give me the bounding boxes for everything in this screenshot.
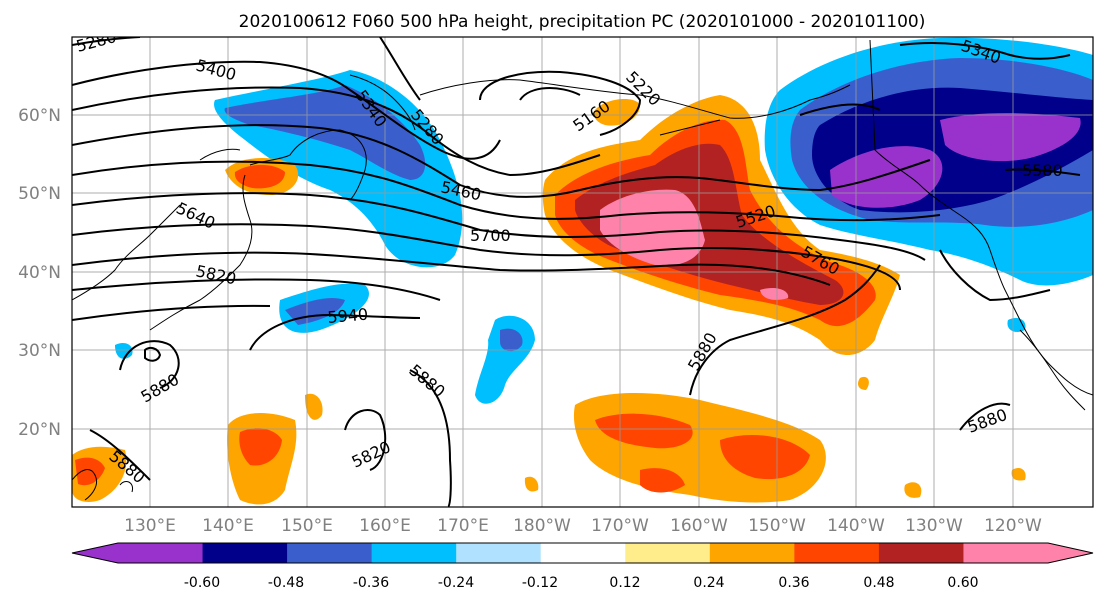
colorbar-tick-label: -0.48 — [268, 575, 304, 591]
colorbar-extend-max — [1048, 543, 1093, 563]
colorbar-tick-label: -0.12 — [522, 575, 558, 591]
height-contours — [72, 37, 1081, 507]
colorbar-tick-label: -0.24 — [438, 575, 474, 591]
lon-label: 160°W — [670, 516, 728, 536]
lon-label: 150°E — [281, 516, 333, 536]
colorbar — [71, 542, 1094, 564]
colorbar-segment — [794, 543, 880, 563]
colorbar-tick-label: 0.12 — [609, 575, 640, 591]
lon-label: 130°W — [905, 516, 963, 536]
precip-negative-northeast-pacific — [764, 37, 1093, 332]
colorbar-tick-label: 0.36 — [778, 575, 809, 591]
lat-label: 20°N — [18, 420, 61, 440]
colorbar-outline — [71, 542, 1094, 564]
precip-positive-south — [72, 393, 1026, 505]
lon-label: 170°W — [591, 516, 649, 536]
colorbar-segment — [878, 543, 964, 563]
colorbar-segment — [709, 543, 795, 563]
colorbar-segment — [371, 543, 457, 563]
colorbar-tick-label: 0.48 — [863, 575, 894, 591]
contour-label: 5940 — [327, 305, 369, 327]
contour-label: 5580 — [1022, 161, 1063, 180]
colorbar-segment — [118, 543, 204, 563]
lon-label: 160°E — [359, 516, 411, 536]
lon-label: 170°E — [437, 516, 489, 536]
lon-label: 180°W — [513, 516, 571, 536]
lon-label: 150°W — [748, 516, 806, 536]
colorbar-segment — [540, 543, 626, 563]
contour-label: 5700 — [470, 226, 511, 245]
map-panel: 5280 5400 5340 5280 5160 5220 5340 5580 … — [71, 36, 1094, 508]
colorbar-tick-label: -0.36 — [353, 575, 389, 591]
colorbar-tick-label: 0.60 — [947, 575, 978, 591]
map-title: 2020100612 F060 500 hPa height, precipit… — [239, 12, 926, 32]
lon-label: 140°W — [827, 516, 885, 536]
lon-label: 130°E — [124, 516, 176, 536]
longitude-labels: 130°E 140°E 150°E 160°E 170°E 180°W 170°… — [124, 516, 1042, 536]
graticule — [72, 37, 1093, 507]
colorbar-segment — [963, 543, 1049, 563]
lat-label: 30°N — [18, 341, 61, 361]
colorbar-tick-label: 0.24 — [693, 575, 724, 591]
latitude-labels: 60°N 50°N 40°N 30°N 20°N — [18, 106, 61, 440]
lat-label: 50°N — [18, 184, 61, 204]
map-frame — [71, 36, 1094, 508]
lon-label: 140°E — [202, 516, 254, 536]
colorbar-tick-label: -0.60 — [184, 575, 220, 591]
lat-label: 60°N — [18, 106, 61, 126]
lat-label: 40°N — [18, 263, 61, 283]
colorbar-segment — [625, 543, 711, 563]
lon-label: 120°W — [984, 516, 1042, 536]
colorbar-segment — [456, 543, 542, 563]
colorbar-segment — [202, 543, 288, 563]
colorbar-segment — [287, 543, 373, 563]
coastlines — [72, 39, 1093, 501]
colorbar-extend-min — [72, 543, 118, 563]
colorbar-tick-labels: -0.60 -0.48 -0.36 -0.24 -0.12 0.12 0.24 … — [184, 575, 979, 591]
